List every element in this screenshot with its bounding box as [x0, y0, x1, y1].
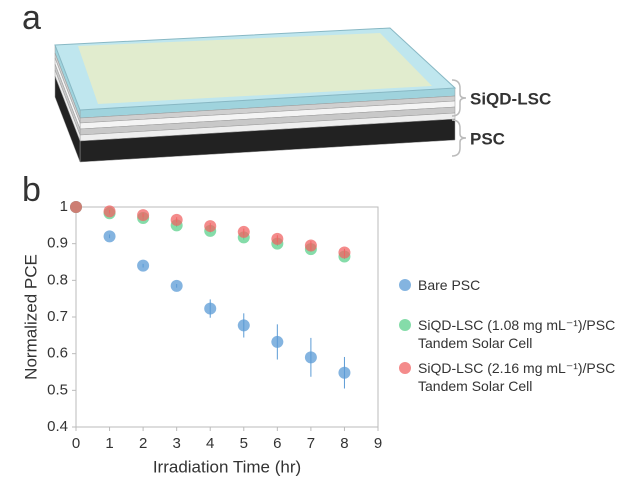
- data-point: [237, 319, 250, 332]
- layer-label: SiQD-LSC: [470, 89, 551, 108]
- panel-label: a: [22, 0, 41, 37]
- y-tick-label: 0.7: [47, 308, 68, 325]
- data-point: [70, 201, 82, 213]
- x-tick-label: 3: [172, 435, 180, 452]
- y-tick-label: 0.4: [47, 418, 68, 435]
- data-point: [237, 225, 250, 238]
- data-point: [304, 239, 317, 252]
- y-tick-label: 0.5: [47, 381, 68, 398]
- legend-marker: [399, 319, 411, 331]
- x-tick-label: 2: [139, 435, 147, 452]
- legend-label: SiQD-LSC (2.16 mg mL⁻¹)/PSC Tandem Solar…: [418, 360, 616, 394]
- plot-frame: [75, 206, 379, 428]
- data-point: [338, 246, 351, 259]
- data-point: [103, 205, 116, 218]
- data-point: [204, 302, 217, 315]
- panel-label: b: [22, 171, 41, 209]
- x-tick-label: 5: [240, 435, 248, 452]
- x-tick-label: 9: [374, 435, 382, 452]
- data-point: [271, 232, 284, 245]
- x-tick-label: 4: [206, 435, 214, 452]
- y-tick-label: 0.9: [47, 235, 68, 252]
- data-point: [338, 366, 351, 379]
- data-point: [137, 209, 150, 222]
- layer-label: PSC: [470, 129, 505, 148]
- legend-label: SiQD-LSC (1.08 mg mL⁻¹)/PSC Tandem Solar…: [418, 317, 616, 351]
- legend-marker: [399, 279, 411, 291]
- y-tick-label: 0.8: [47, 271, 68, 288]
- y-tick-label: 0.6: [47, 345, 68, 362]
- device-inner: [78, 33, 432, 104]
- x-tick-label: 1: [105, 435, 113, 452]
- legend-marker: [399, 362, 411, 374]
- data-point: [170, 213, 183, 226]
- x-tick-label: 7: [307, 435, 315, 452]
- data-point: [304, 351, 317, 364]
- data-point: [137, 259, 150, 272]
- x-tick-label: 6: [273, 435, 281, 452]
- data-point: [170, 279, 183, 292]
- data-point: [204, 220, 217, 233]
- x-axis-label: Irradiation Time (hr): [153, 457, 301, 476]
- x-tick-label: 0: [72, 435, 80, 452]
- y-tick-label: 1: [60, 198, 68, 215]
- data-point: [103, 230, 116, 243]
- x-tick-label: 8: [340, 435, 348, 452]
- legend-label: Bare PSC: [418, 277, 481, 293]
- bracket: [451, 119, 467, 157]
- data-point: [271, 335, 284, 348]
- y-axis-label: Normalized PCE: [21, 254, 40, 380]
- device-layer: [54, 75, 81, 163]
- bracket: [451, 79, 467, 117]
- device-diagram: [54, 27, 457, 163]
